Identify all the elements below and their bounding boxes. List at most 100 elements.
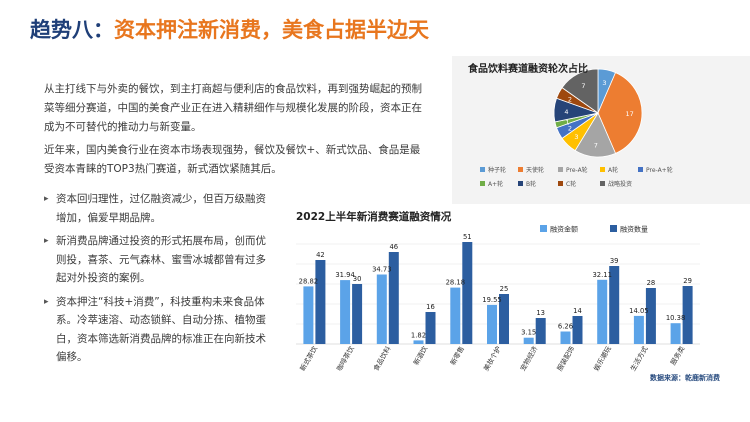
bar-count [388, 252, 399, 344]
bullet-item: 资本押注“科技+消费”，科技重构未来食品体系。冷萃速溶、动态锁鲜、自动分拣、植物… [44, 293, 266, 367]
bar-legend: 融资金额 融资数量 [540, 225, 648, 234]
pie-legend-swatch [638, 167, 643, 172]
bar-value-label: 14.05 [629, 307, 648, 315]
bar-category-label: 食品饮料 [371, 344, 392, 372]
bar-value-label: 19.55 [482, 296, 501, 304]
bullet-item: 新消费品牌通过投资的形式拓展布局，创而优则投，喜茶、元气森林、蜜雪冰城都曾有过多… [44, 232, 266, 288]
pie-legend-swatch [600, 167, 605, 172]
bar-value-label: 16 [426, 303, 435, 311]
page-title: 趋势八：资本押注新消费，美食占据半边天 [30, 14, 429, 44]
bar-categories: 新式茶饮 咖啡茶饮 食品饮料 新酒饮 新零售 美妆个护 宠物经济 服装配饰 娱乐潮玩 生活方式 服务… [298, 344, 687, 372]
bar-amount [450, 287, 461, 344]
bar-count [499, 294, 509, 344]
bar-count [352, 284, 363, 344]
pie-legend: 种子轮 天使轮 Pre-A轮 A轮 Pre-A+轮 A+轮 B轮 C轮 战略投资 [480, 166, 673, 188]
bar-legend-label: 融资金额 [550, 225, 578, 234]
bar-count [609, 266, 620, 344]
bar-category-label: 服务类 [668, 344, 686, 366]
bar-legend-label: 融资数量 [620, 225, 648, 234]
bar-category-label: 美妆个护 [481, 344, 502, 372]
bar-value-label: 25 [500, 285, 509, 293]
bar-count [462, 242, 473, 344]
bar-count [535, 318, 546, 344]
bar-amount [413, 340, 424, 344]
bar-amount [376, 274, 387, 344]
pie-slice-label: 7 [581, 82, 585, 90]
bar-value-label: 46 [389, 243, 398, 251]
pie-legend-label: Pre-A+轮 [646, 166, 673, 174]
pie-slice-8 [561, 68, 599, 114]
bar-amount [340, 280, 351, 344]
pie-slice-label: 4 [564, 108, 568, 116]
pie-slice-label: 3 [574, 133, 578, 141]
bar-count [645, 288, 656, 344]
pie-chart-panel: 3177321427 种子轮 天使轮 Pre-A轮 A轮 Pre-A+轮A+轮 B轮 C轮战… [452, 56, 750, 204]
bar-value-label: 39 [610, 257, 619, 265]
title-prefix: 趋势八： [30, 18, 114, 42]
bar-category-label: 新式茶饮 [298, 344, 319, 372]
bar-value-label: 51 [463, 233, 472, 241]
bar-category-label: 生活方式 [628, 344, 649, 372]
source-note: 数据来源：乾鹿新消费 [650, 374, 720, 382]
bar-amount [303, 286, 314, 344]
intro-paragraph-1: 从主打线下与外卖的餐饮，到主打商超与便利店的食品饮料，再到强势崛起的预制菜等细分… [44, 83, 422, 133]
bar-category-label: 咖啡茶饮 [334, 344, 355, 372]
pie-legend-swatch [600, 181, 605, 186]
bar-value-label: 30 [353, 275, 362, 283]
pie-legend-label: 天使轮 [526, 166, 544, 174]
bar-chart-title: 2022上半年新消费赛道融资情况 [296, 211, 452, 223]
pie-legend-swatch [480, 167, 485, 172]
bar-value-label: 28.18 [446, 279, 465, 287]
bar-legend-swatch [610, 225, 617, 232]
bar-category-label: 娱乐潮玩 [592, 344, 613, 372]
pie-legend-swatch [480, 181, 485, 186]
bar-value-label: 29 [683, 277, 692, 285]
pie-legend-swatch [558, 181, 563, 186]
bar-amount [597, 279, 608, 344]
pie-slice-label: 17 [626, 110, 634, 118]
bar-category-label: 新零售 [448, 344, 466, 366]
title-text: 资本押注新消费，美食占据半边天 [114, 18, 429, 42]
pie-slices [553, 68, 643, 158]
bar-amount [633, 315, 644, 344]
bar-value-label: 28.82 [299, 277, 318, 285]
bar-value-label: 34.73 [372, 266, 391, 274]
bar-value-label: 13 [536, 309, 545, 317]
bar-value-label: 6.26 [558, 323, 573, 331]
bar-value-label: 1.82 [411, 331, 426, 339]
pie-legend-swatch [558, 167, 563, 172]
bar-amount [487, 304, 497, 344]
bullet-item: 资本回归理性，过亿融资减少，但百万级融资增加，偏爱早期品牌。 [44, 190, 266, 227]
bar-category-label: 新酒饮 [411, 344, 429, 366]
pie-legend-swatch [518, 167, 523, 172]
pie-legend-swatch [518, 181, 523, 186]
pie-slice-label: 3 [602, 79, 606, 87]
pie-legend-label: 种子轮 [488, 166, 506, 174]
bar-bars [303, 242, 693, 344]
bullet-list: 资本回归理性，过亿融资减少，但百万级融资增加，偏爱早期品牌。 新消费品牌通过投资… [44, 190, 266, 372]
bar-legend-swatch [540, 225, 547, 232]
pie-slice-label: 2 [568, 125, 572, 133]
pie-legend-label: B轮 [526, 180, 536, 188]
pie-chart-title: 食品饮料赛道融资轮次占比 [468, 64, 588, 75]
bar-amount [670, 323, 681, 344]
intro-paragraph-2: 近年来，国内美食行业在资本市场表现强势，餐饮及餐饮+、新式饮品、食品是最受资本青… [44, 144, 421, 175]
pie-slice-label: 1 [565, 119, 569, 127]
bar-category-label: 宠物经济 [518, 344, 539, 372]
pie-legend-label: Pre-A轮 [566, 166, 588, 174]
bar-value-label: 42 [316, 251, 325, 259]
pie-legend-label: A+轮 [488, 180, 503, 188]
pie-legend-label: A轮 [608, 166, 618, 174]
bar-value-label: 10.38 [666, 314, 685, 322]
bar-amount [523, 337, 534, 344]
bar-value-label: 14 [573, 307, 582, 315]
bar-value-label: 3.15 [521, 329, 536, 337]
bar-count [315, 260, 326, 344]
pie-slice-1 [597, 72, 643, 154]
bar-count [572, 316, 583, 344]
bar-count [425, 312, 436, 344]
bar-count [682, 286, 693, 344]
